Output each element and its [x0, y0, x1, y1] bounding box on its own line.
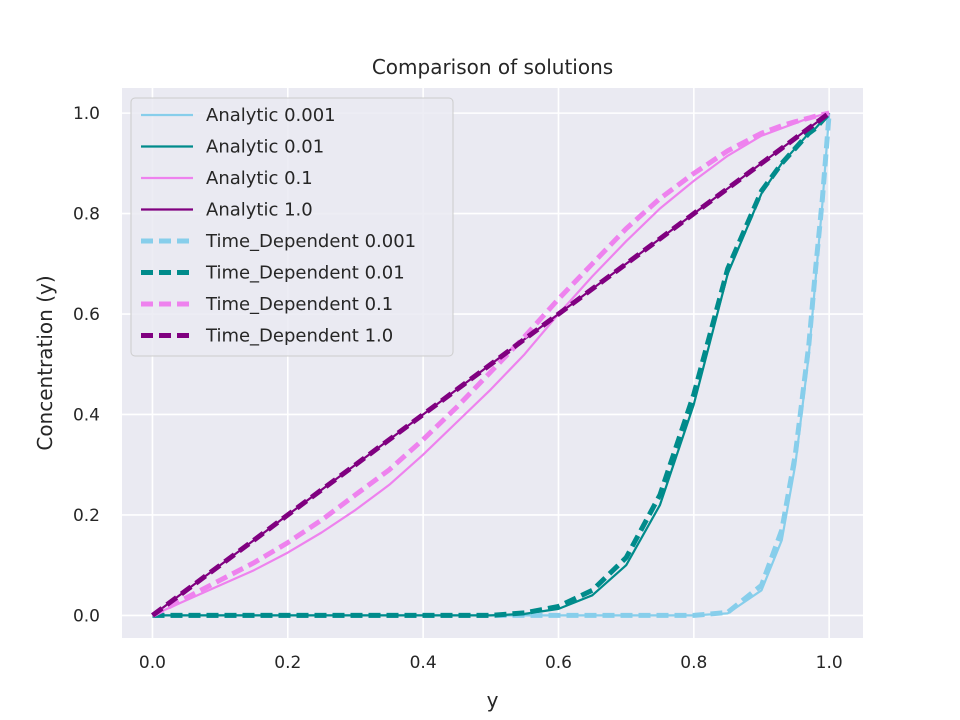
series-line — [151, 111, 831, 618]
x-tick-label: 1.0 — [816, 653, 843, 673]
legend: Analytic 0.001 Analytic 0.01 Analytic 0.1 A… — [130, 97, 454, 357]
y-tick-label: 1.0 — [73, 104, 100, 124]
x-tick-label: 0.6 — [545, 653, 572, 673]
legend-label: Analytic 1.0 — [206, 200, 313, 221]
series-line — [151, 110, 830, 618]
x-tick-label: 0.8 — [680, 653, 707, 673]
series-lines — [151, 110, 832, 618]
y-tick-label: 0.8 — [73, 205, 100, 225]
legend-label: Time_Dependent 1.0 — [205, 326, 393, 347]
legend-label: Analytic 0.01 — [206, 137, 324, 158]
y-tick-label: 0.6 — [73, 305, 100, 325]
chart-title: Comparison of solutions — [372, 55, 613, 79]
series-line — [152, 111, 832, 618]
legend-label: Analytic 0.1 — [206, 168, 313, 189]
y-tick-label: 0.4 — [73, 405, 100, 425]
x-tick-labels: 0.0 0.2 0.4 0.6 0.8 1.0 — [139, 653, 843, 673]
x-tick-label: 0.0 — [139, 653, 166, 673]
x-tick-label: 0.4 — [410, 653, 437, 673]
y-tick-labels: 0.0 0.2 0.4 0.6 0.8 1.0 — [73, 104, 100, 626]
y-tick-label: 0.2 — [73, 506, 100, 526]
y-axis-label: Concentration (y) — [33, 275, 57, 450]
legend-label: Time_Dependent 0.001 — [205, 231, 416, 252]
x-tick-label: 0.2 — [274, 653, 301, 673]
y-tick-label: 0.0 — [73, 606, 100, 626]
legend-label: Time_Dependent 0.01 — [205, 263, 405, 284]
legend-label: Analytic 0.001 — [206, 105, 336, 126]
legend-box — [130, 97, 454, 357]
legend-label: Time_Dependent 0.1 — [205, 294, 393, 315]
x-axis-label: y — [487, 688, 499, 712]
